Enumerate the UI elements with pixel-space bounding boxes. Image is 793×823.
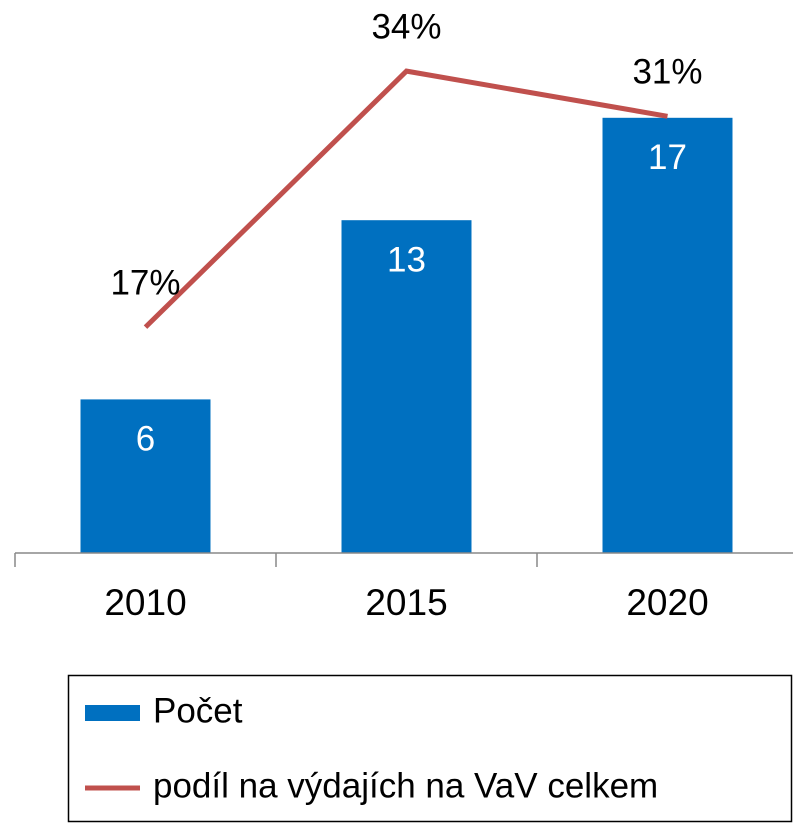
bar: [602, 117, 733, 554]
legend-label: podíl na výdajích na VaV celkem: [153, 766, 658, 805]
bar-label: 6: [136, 420, 155, 459]
bar: [80, 399, 211, 553]
legend-label: Počet: [153, 691, 243, 730]
line-label: 34%: [371, 7, 441, 46]
legend-box: [67, 674, 793, 823]
x-tick-label: 2020: [626, 582, 708, 623]
x-tick-label: 2010: [104, 582, 186, 623]
line: [143, 68, 668, 329]
line-label: 31%: [632, 53, 702, 92]
bar-label: 17: [648, 138, 687, 177]
legend-swatch: [85, 705, 140, 721]
bar: [341, 220, 472, 553]
bar-label: 13: [387, 240, 426, 279]
line-label: 17%: [110, 263, 180, 302]
x-tick-label: 2015: [365, 582, 447, 623]
